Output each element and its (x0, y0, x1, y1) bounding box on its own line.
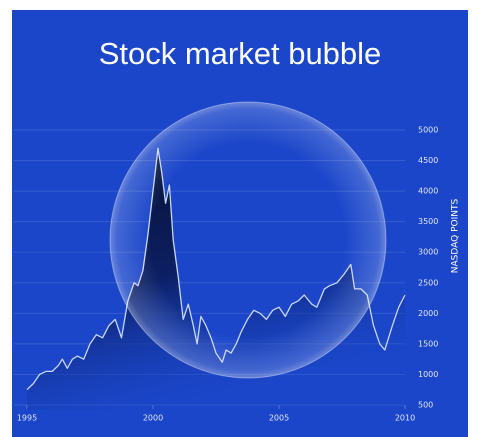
x-tick-label: 2005 (269, 414, 289, 423)
x-tick-label: 2010 (395, 414, 415, 423)
y-tick-label: 4000 (418, 187, 438, 196)
x-tick-label: 1995 (17, 414, 37, 423)
y-tick-label: 2000 (418, 309, 438, 318)
y-tick-label: 2500 (418, 278, 438, 287)
y-tick-label: 1000 (418, 370, 438, 379)
bubble (109, 101, 387, 379)
y-tick-label: 3500 (418, 217, 438, 226)
y-tick-label: 500 (418, 401, 433, 410)
y-axis-label: NASDAQ POINTS (451, 199, 461, 274)
y-tick-label: 4500 (418, 156, 438, 165)
y-tick-label: 3000 (418, 248, 438, 257)
chart-title: Stock market bubble (99, 36, 382, 71)
y-tick-label: 1500 (418, 339, 438, 348)
y-tick-label: 5000 (418, 126, 438, 135)
x-tick-label: 2000 (143, 414, 163, 423)
